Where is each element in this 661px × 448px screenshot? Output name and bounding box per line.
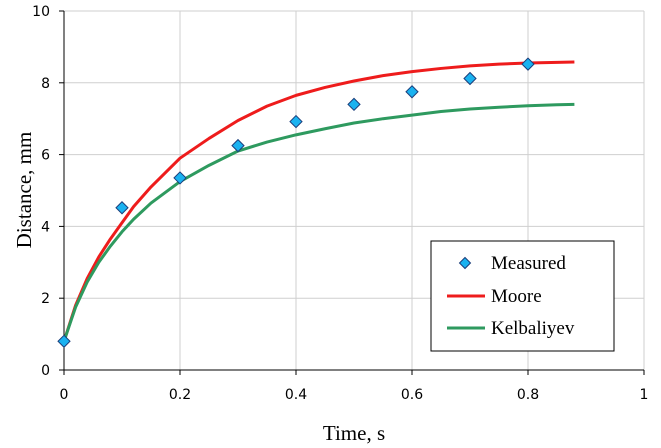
x-tick-label: 0.8 bbox=[517, 387, 539, 403]
y-tick-label: 6 bbox=[41, 148, 50, 164]
data-point-measured bbox=[405, 85, 419, 99]
legend-items: Measured Moore Kelbaliyev bbox=[447, 253, 575, 339]
data-point-measured bbox=[231, 138, 245, 153]
series-line-kelbaliyev bbox=[62, 102, 575, 342]
x-tick-label: 0 bbox=[60, 387, 69, 403]
series-line-moore bbox=[62, 60, 575, 342]
legend-marker-measured bbox=[458, 256, 472, 270]
data-point-measured bbox=[521, 57, 535, 71]
data-point-measured bbox=[289, 114, 303, 129]
x-tick-label: 1 bbox=[640, 387, 649, 403]
series-layer bbox=[57, 57, 575, 348]
x-tick-label: 0.2 bbox=[169, 387, 191, 403]
legend-label-kelbaliyev: Kelbaliyev bbox=[491, 318, 575, 339]
y-tick-label: 8 bbox=[41, 76, 50, 92]
y-tick-label: 10 bbox=[32, 4, 50, 20]
data-point-measured bbox=[463, 71, 477, 86]
y-tick-labels: 0 2 4 6 8 10 bbox=[32, 4, 50, 379]
data-point-measured bbox=[57, 334, 71, 348]
legend-label-moore: Moore bbox=[491, 286, 542, 307]
data-point-measured bbox=[347, 97, 361, 112]
y-tick-label: 2 bbox=[41, 291, 50, 307]
x-tick-labels: 0 0.2 0.4 0.6 0.8 1 bbox=[60, 387, 649, 403]
data-point-measured bbox=[115, 201, 129, 215]
data-point-measured bbox=[173, 171, 187, 185]
legend-label-measured: Measured bbox=[491, 253, 566, 274]
axes bbox=[59, 10, 645, 375]
legend: Measured Moore Kelbaliyev bbox=[430, 240, 615, 352]
y-axis-title: Distance, mm bbox=[12, 132, 36, 249]
x-axis-title: Time, s bbox=[323, 421, 385, 445]
x-tick-label: 0.6 bbox=[401, 387, 423, 403]
x-tick-label: 0.4 bbox=[285, 387, 307, 403]
y-tick-label: 0 bbox=[41, 363, 50, 379]
y-tick-label: 4 bbox=[41, 219, 50, 235]
